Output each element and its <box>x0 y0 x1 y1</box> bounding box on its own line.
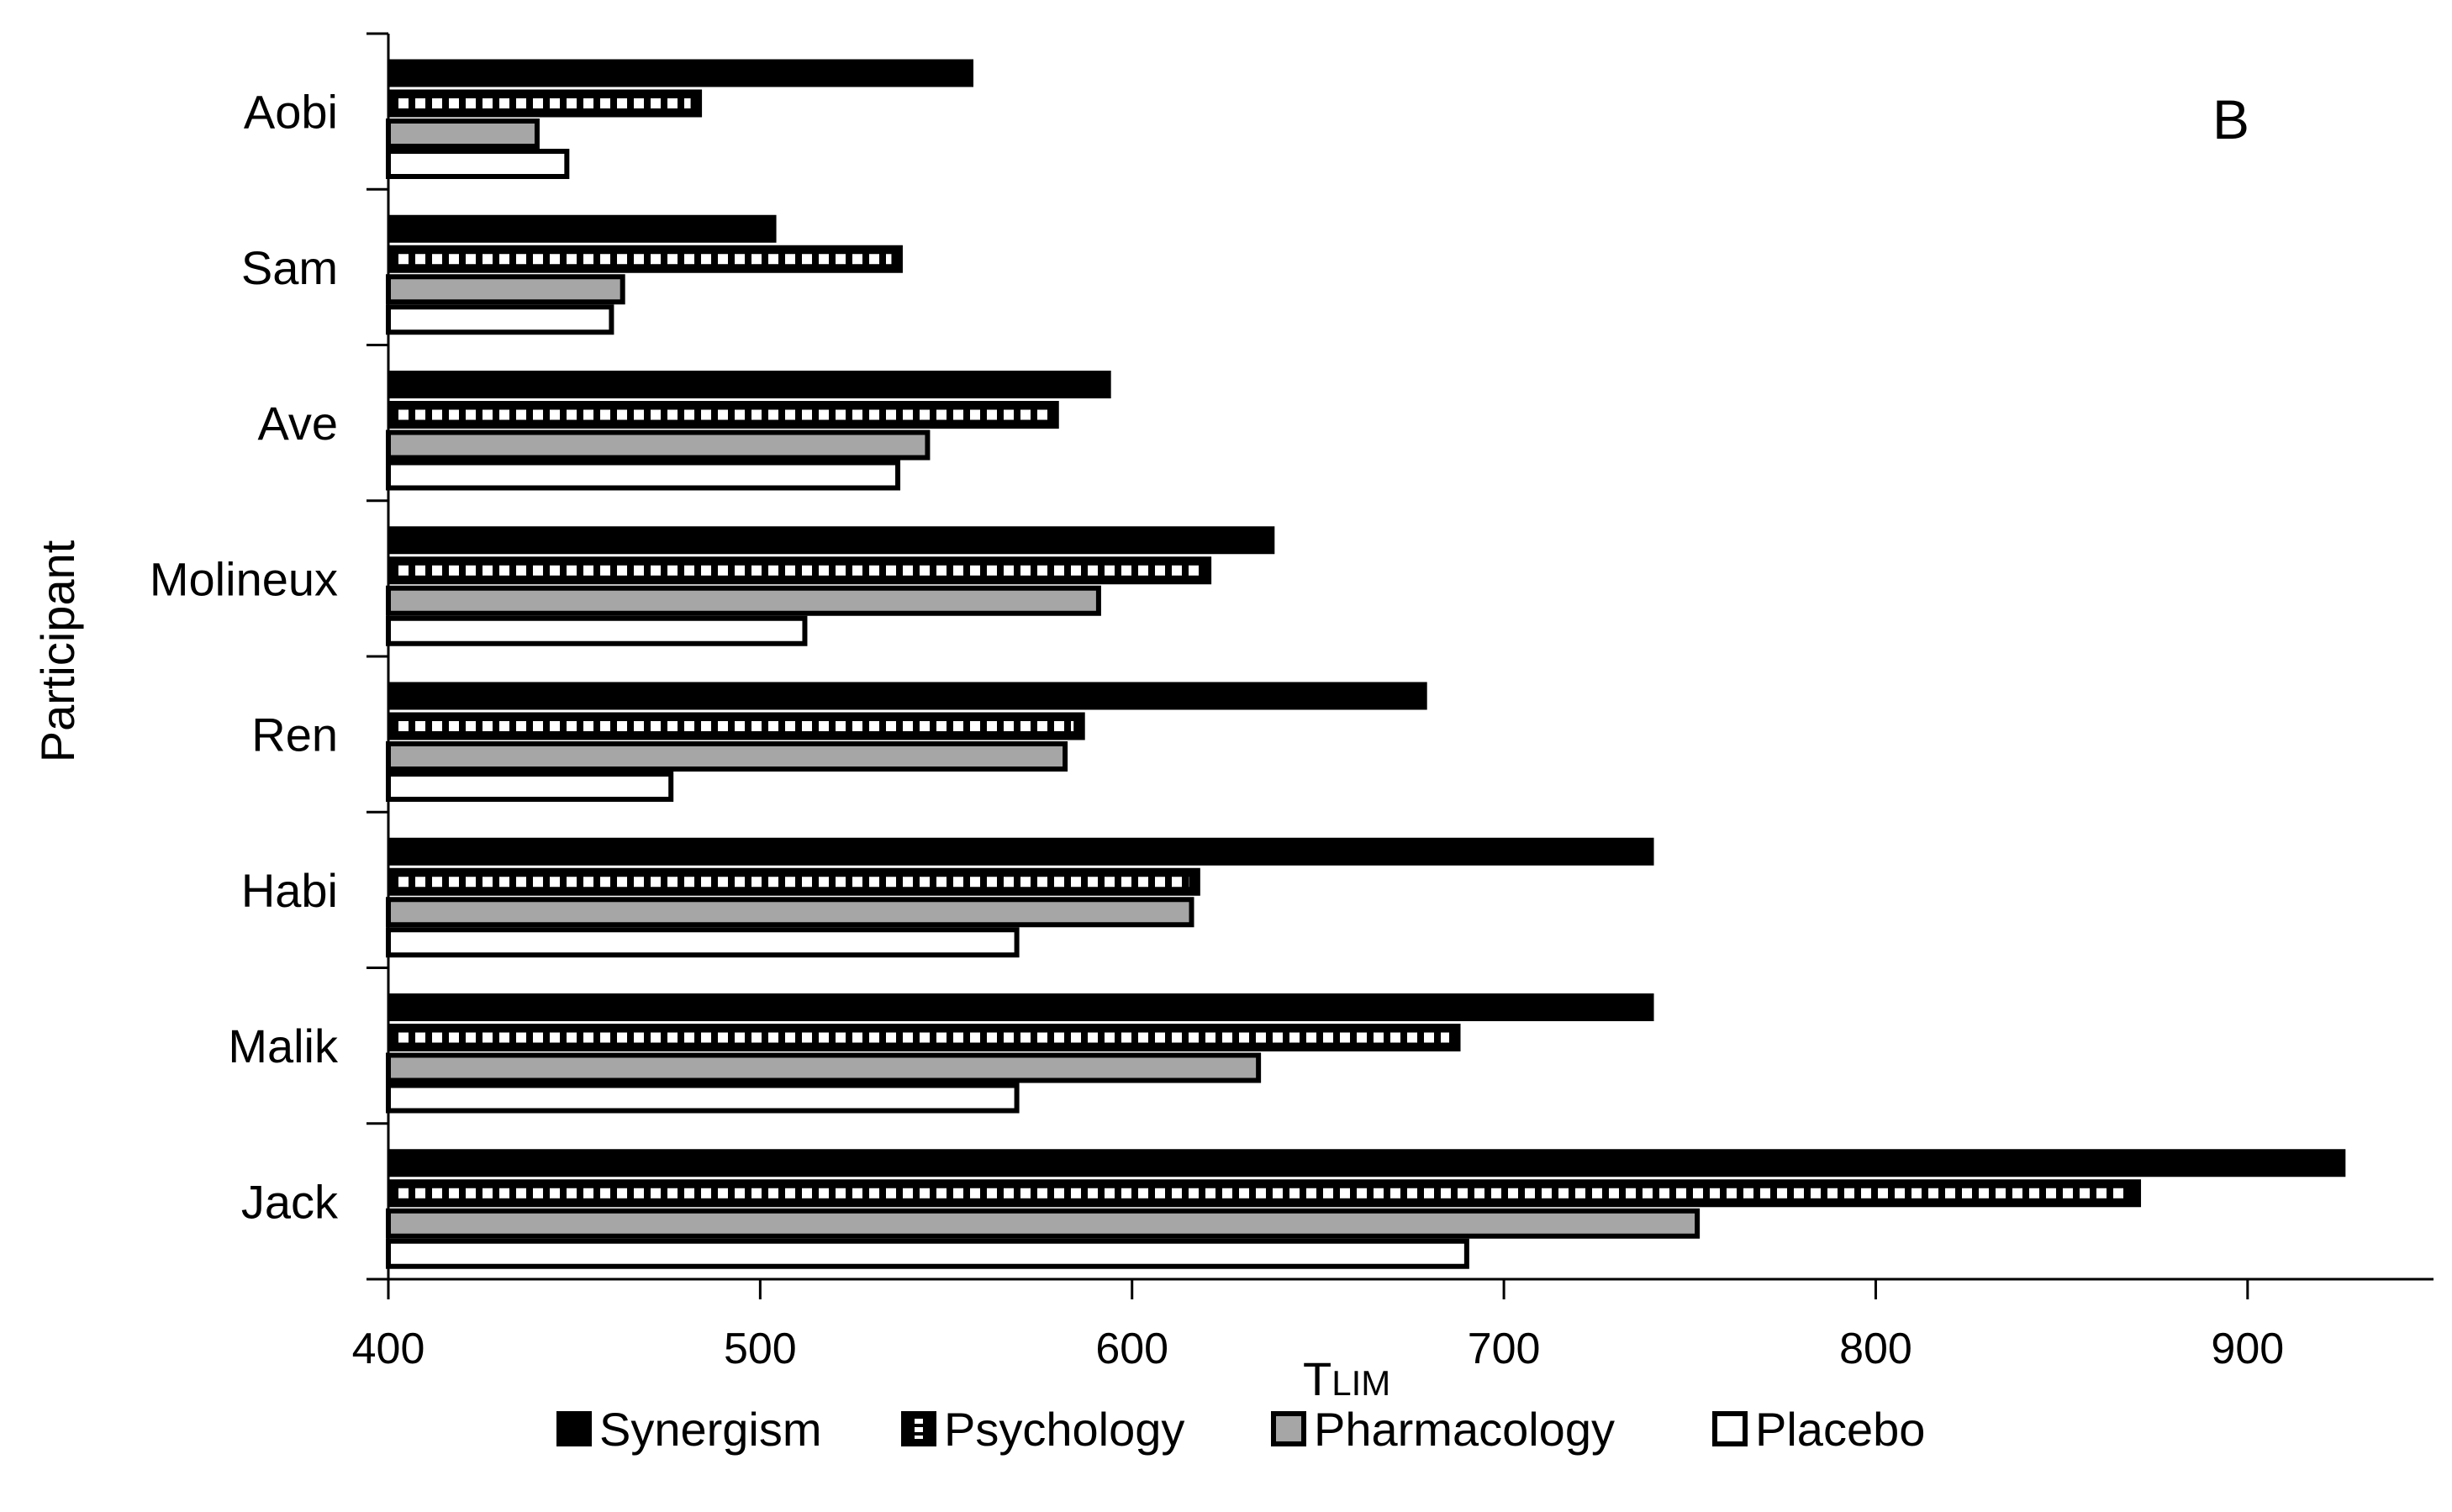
category-label-jack: Jack <box>241 1175 339 1228</box>
bar-pharmacology-ave <box>386 429 931 461</box>
category-labels: Aobi Sam Ave Molineux Ren Habi Malik Jack <box>150 86 339 1229</box>
x-tick-label-900: 900 <box>2211 1325 2284 1373</box>
category-label-malik: Malik <box>228 1019 339 1072</box>
panel-letter: B <box>2212 88 2249 150</box>
x-tick-label-700: 700 <box>1468 1325 1541 1373</box>
bar-synergism-sam <box>387 214 777 243</box>
bar-synergism-jack <box>387 1149 2346 1177</box>
legend-label-synergism: Synergism <box>599 1403 822 1456</box>
bar-synergism-habi <box>387 837 1654 866</box>
category-label-molineux: Molineux <box>150 552 338 605</box>
bar-placebo-aobi <box>386 149 570 179</box>
category-label-ave: Ave <box>258 397 338 450</box>
bar-pharmacology-jack <box>386 1208 1701 1239</box>
legend-swatch-synergism <box>556 1411 592 1446</box>
x-axis-title-main: T <box>1303 1352 1331 1405</box>
category-label-aobi: Aobi <box>244 86 338 139</box>
legend-label-placebo: Placebo <box>1755 1403 1925 1456</box>
bar-placebo-sam <box>386 304 614 335</box>
bar-placebo-jack <box>386 1238 1469 1269</box>
bar-pharmacology-malik <box>386 1052 1262 1083</box>
axes <box>366 32 2434 1299</box>
bar-placebo-ave <box>386 460 901 491</box>
y-axis-title: Participant <box>31 540 84 762</box>
x-tick-label-800: 800 <box>1839 1325 1912 1373</box>
bar-pharmacology-ren <box>386 741 1068 772</box>
bar-pharmacology-aobi <box>386 119 540 149</box>
bar-placebo-habi <box>386 927 1020 958</box>
bar-synergism-ave <box>387 371 1111 398</box>
category-label-habi: Habi <box>241 864 338 917</box>
x-axis-title-sub: LIM <box>1331 1363 1390 1403</box>
category-label-sam: Sam <box>241 241 338 294</box>
legend-swatch-placebo <box>1712 1411 1748 1446</box>
legend-label-psychology: Psychology <box>944 1403 1184 1456</box>
bar-synergism-molineux <box>387 526 1275 555</box>
bar-synergism-ren <box>387 682 1427 710</box>
x-tick-label-500: 500 <box>724 1325 797 1373</box>
legend-swatch-pharmacology <box>1271 1411 1306 1446</box>
bar-placebo-molineux <box>386 615 808 646</box>
legend: Synergism Psychology Pharmacology Placebo <box>556 1403 1925 1456</box>
x-axis-title: TLIM <box>1303 1352 1390 1405</box>
x-tick-label-600: 600 <box>1095 1325 1168 1373</box>
bar-synergism-malik <box>387 993 1654 1021</box>
category-label-ren: Ren <box>251 709 338 761</box>
bar-psychology-molineux <box>387 556 1212 585</box>
bar-placebo-malik <box>386 1083 1020 1114</box>
x-tick-labels: 400 500 600 700 800 900 <box>352 1325 2285 1373</box>
bar-pharmacology-habi <box>386 897 1194 928</box>
bar-synergism-aobi <box>387 59 974 87</box>
bar-pharmacology-molineux <box>386 585 1101 616</box>
legend-label-pharmacology: Pharmacology <box>1314 1403 1615 1456</box>
bar-placebo-ren <box>386 772 674 802</box>
bar-pharmacology-sam <box>386 274 625 305</box>
x-tick-label-400: 400 <box>352 1325 425 1373</box>
plot-area <box>386 59 2346 1269</box>
